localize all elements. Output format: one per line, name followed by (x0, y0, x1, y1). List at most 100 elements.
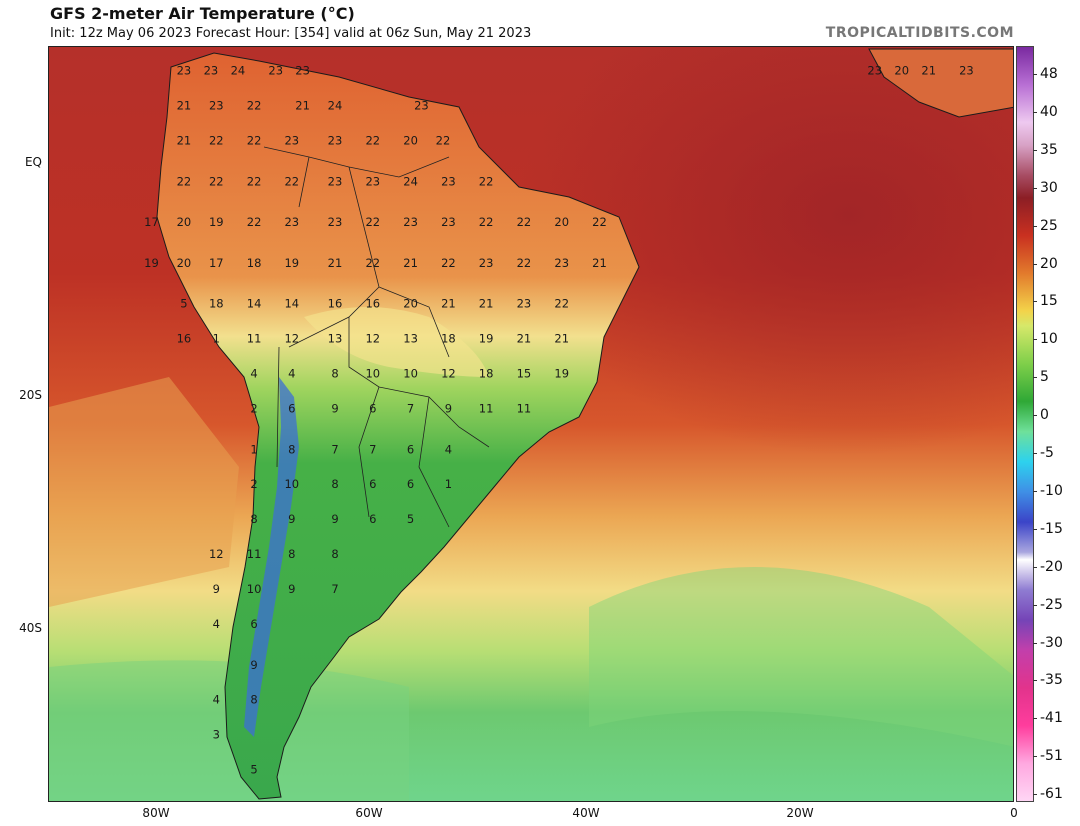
temperature-value-label: 7 (369, 442, 376, 456)
brand-logo-text: TROPICALTIDBITS.COM (825, 25, 1014, 41)
temperature-value-label: 11 (247, 332, 262, 346)
central-mild-zone (304, 307, 489, 377)
temperature-value-label: 23 (517, 297, 532, 311)
temperature-value-label: 11 (517, 402, 532, 416)
temperature-value-label: 18 (209, 297, 224, 311)
colorbar-tick-label: 0 (1033, 407, 1076, 423)
temperature-value-label: 23 (403, 215, 418, 229)
temperature-value-label: 23 (328, 134, 343, 148)
colorbar-tick-label: 35 (1033, 142, 1076, 158)
temperature-value-label: 9 (445, 402, 452, 416)
temperature-value-label: 23 (268, 64, 283, 78)
temperature-value-label: 24 (328, 99, 343, 113)
temperature-value-label: 19 (479, 332, 494, 346)
temperature-value-label: 23 (328, 215, 343, 229)
temperature-value-label: 23 (554, 256, 569, 270)
temperature-value-label: 22 (365, 134, 380, 148)
temperature-value-label: 8 (288, 442, 295, 456)
west-africa-landmass (868, 48, 1013, 118)
temperature-value-label: 19 (144, 256, 159, 270)
lat-label-eq: EQ (24, 155, 42, 169)
temperature-value-label: 8 (331, 547, 338, 561)
pacific-mild-zone (49, 377, 239, 607)
temperature-value-label: 15 (517, 367, 532, 381)
temperature-value-label: 20 (403, 134, 418, 148)
temperature-value-label: 22 (209, 174, 224, 188)
temperature-value-label: 23 (284, 134, 299, 148)
temperature-value-label: 2 (250, 477, 257, 491)
temperature-value-label: 12 (209, 547, 224, 561)
temperature-value-label: 22 (177, 174, 192, 188)
temperature-value-label: 14 (247, 297, 262, 311)
temperature-value-label: 21 (441, 297, 456, 311)
temperature-value-label: 8 (331, 367, 338, 381)
temperature-value-label: 21 (295, 99, 310, 113)
temperature-value-label: 7 (407, 402, 414, 416)
temperature-value-label: 6 (407, 442, 414, 456)
temperature-value-label: 23 (441, 215, 456, 229)
temperature-value-label: 6 (369, 402, 376, 416)
temperature-value-label: 24 (231, 64, 246, 78)
temperature-value-label: 1 (445, 477, 452, 491)
temperature-value-label: 10 (247, 582, 262, 596)
temperature-value-label: 21 (921, 64, 936, 78)
temperature-value-label: 12 (284, 332, 299, 346)
temperature-value-label: 20 (894, 64, 909, 78)
temperature-value-label: 13 (328, 332, 343, 346)
temperature-value-label: 22 (247, 134, 262, 148)
temperature-value-label: 6 (369, 512, 376, 526)
lon-label-20w: 20W (786, 806, 814, 820)
temperature-value-label: 18 (441, 332, 456, 346)
lon-label-60w: 60W (355, 806, 383, 820)
temperature-value-label: 21 (328, 256, 343, 270)
temperature-value-label: 17 (209, 256, 224, 270)
temperature-value-label: 22 (436, 134, 451, 148)
temperature-value-label: 21 (592, 256, 607, 270)
temperature-value-label: 7 (331, 442, 338, 456)
temperature-value-label: 16 (365, 297, 380, 311)
temperature-value-label: 4 (288, 367, 295, 381)
colorbar-tick-label: 25 (1033, 218, 1076, 234)
colorbar (1016, 46, 1034, 802)
temperature-value-label: 14 (284, 297, 299, 311)
temperature-value-label: 21 (177, 99, 192, 113)
temperature-value-label: 22 (247, 99, 262, 113)
temperature-value-label: 9 (288, 512, 295, 526)
temperature-value-label: 22 (479, 215, 494, 229)
temperature-value-label: 11 (479, 402, 494, 416)
colorbar-tick-label: -15 (1033, 521, 1076, 537)
temperature-value-label: 6 (288, 402, 295, 416)
andes-cold-band (244, 377, 299, 737)
temperature-value-label: 3 (213, 728, 220, 742)
temperature-map[interactable]: 23 23 24 23 23 21 23 22 21 24 23 21 22 22 23 23 22 20 22 22… (48, 46, 1014, 802)
temperature-value-label: 19 (284, 256, 299, 270)
temperature-value-label: 23 (209, 99, 224, 113)
temperature-value-label: 10 (403, 367, 418, 381)
temperature-value-label: 24 (403, 174, 418, 188)
temperature-value-label: 9 (288, 582, 295, 596)
temperature-value-label: 5 (180, 297, 187, 311)
temperature-value-label: 21 (479, 297, 494, 311)
temperature-value-label: 23 (441, 174, 456, 188)
colorbar-tick-label: -41 (1033, 710, 1076, 726)
colorbar-tick-label: 48 (1033, 66, 1076, 82)
temperature-value-label: 23 (177, 64, 192, 78)
colorbar-tick-label: -5 (1033, 445, 1076, 461)
country-borders (263, 146, 490, 528)
temperature-value-label: 8 (331, 477, 338, 491)
temperature-value-label: 22 (247, 215, 262, 229)
temperature-value-label: 11 (247, 547, 262, 561)
temperature-value-label: 20 (403, 297, 418, 311)
temperature-value-label: 22 (554, 297, 569, 311)
temperature-value-label: 10 (365, 367, 380, 381)
map-title: GFS 2-meter Air Temperature (°C) (50, 4, 355, 23)
temperature-value-label: 23 (204, 64, 219, 78)
temperature-value-label: 22 (517, 256, 532, 270)
colorbar-tick-label: -35 (1033, 672, 1076, 688)
colorbar-tick-label: -51 (1033, 748, 1076, 764)
temperature-value-label: 18 (247, 256, 262, 270)
colorbar-tick-label: -10 (1033, 483, 1076, 499)
colorbar-tick-label: -20 (1033, 559, 1076, 575)
